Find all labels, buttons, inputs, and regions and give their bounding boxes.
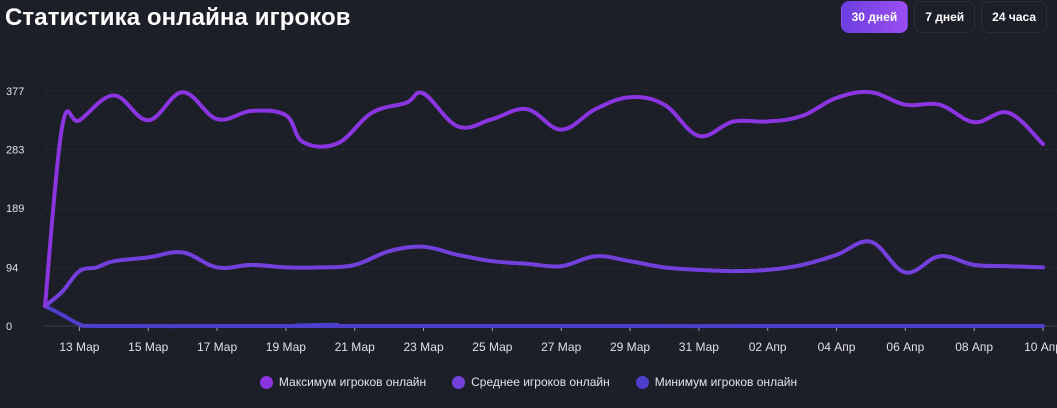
y-tick-label: 283 (6, 145, 24, 157)
legend-swatch-min (635, 375, 649, 389)
y-tick-label: 94 (6, 262, 18, 274)
legend-label-avg: Среднее игроков онлайн (471, 375, 610, 389)
legend-swatch-max (259, 375, 273, 389)
x-tick-label: 23 Мар (403, 340, 443, 354)
x-tick-label: 29 Мар (610, 340, 650, 354)
x-tick-label: 25 Мар (472, 340, 512, 354)
y-tick-label: 377 (6, 86, 24, 98)
range-tabs: 30 дней 7 дней 24 часа (840, 1, 1047, 33)
x-tick-label: 08 Апр (955, 340, 993, 354)
x-tick-label: 02 Апр (749, 340, 787, 354)
x-tick-label: 31 Мар (679, 340, 719, 354)
x-tick-label: 10 Апр (1024, 340, 1057, 354)
y-tick-label: 0 (6, 321, 12, 333)
x-tick-label: 19 Мар (266, 340, 306, 354)
legend-label-max: Максимум игроков онлайн (278, 375, 427, 389)
x-tick-label: 15 Мар (128, 340, 168, 354)
legend-item-min[interactable]: Минимум игроков онлайн (635, 375, 798, 389)
series-line-min (43, 304, 1045, 329)
x-tick-label: 17 Мар (197, 340, 237, 354)
x-tick-label: 13 Мар (59, 340, 99, 354)
chart-legend: Максимум игроков онлайн Среднее игроков … (0, 375, 1057, 389)
series-line-max (43, 89, 1045, 309)
tab-7-days[interactable]: 7 дней (914, 1, 976, 33)
series-line-avg (43, 239, 1045, 309)
page-title: Статистика онлайна игроков (5, 4, 351, 31)
tab-24-hours[interactable]: 24 часа (981, 1, 1047, 33)
x-tick-label: 06 Апр (886, 340, 924, 354)
x-tick-label: 04 Апр (818, 340, 856, 354)
legend-item-avg[interactable]: Среднее игроков онлайн (452, 375, 610, 389)
x-tick-label: 21 Мар (335, 340, 375, 354)
legend-swatch-avg (452, 375, 466, 389)
legend-item-max[interactable]: Максимум игроков онлайн (259, 375, 427, 389)
tab-30-days[interactable]: 30 дней (840, 1, 909, 33)
y-tick-label: 189 (6, 203, 24, 215)
legend-label-min: Минимум игроков онлайн (654, 375, 798, 389)
x-tick-label: 27 Мар (541, 340, 581, 354)
